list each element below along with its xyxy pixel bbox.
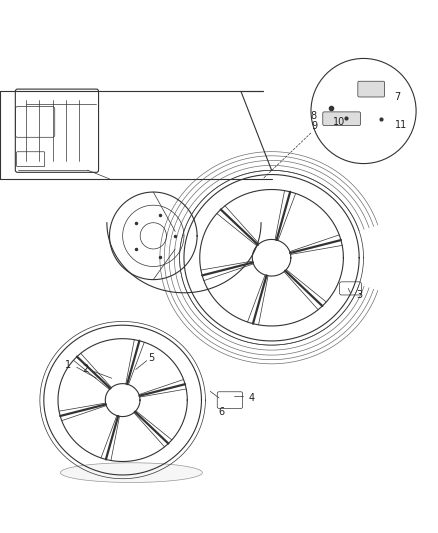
Text: 1: 1	[65, 360, 71, 370]
Ellipse shape	[60, 463, 202, 482]
FancyBboxPatch shape	[339, 282, 361, 295]
Text: 8: 8	[310, 111, 316, 122]
FancyBboxPatch shape	[358, 81, 385, 97]
Text: 9: 9	[311, 122, 318, 131]
Text: 10: 10	[333, 117, 346, 127]
FancyBboxPatch shape	[217, 392, 243, 408]
Text: 6: 6	[218, 407, 224, 417]
Text: 4: 4	[249, 393, 255, 403]
Text: 2: 2	[82, 365, 88, 374]
Text: 7: 7	[395, 92, 401, 102]
Text: 5: 5	[148, 353, 154, 364]
Text: 3: 3	[356, 290, 362, 300]
FancyBboxPatch shape	[323, 112, 360, 125]
Text: 11: 11	[395, 120, 407, 131]
Circle shape	[311, 59, 416, 164]
